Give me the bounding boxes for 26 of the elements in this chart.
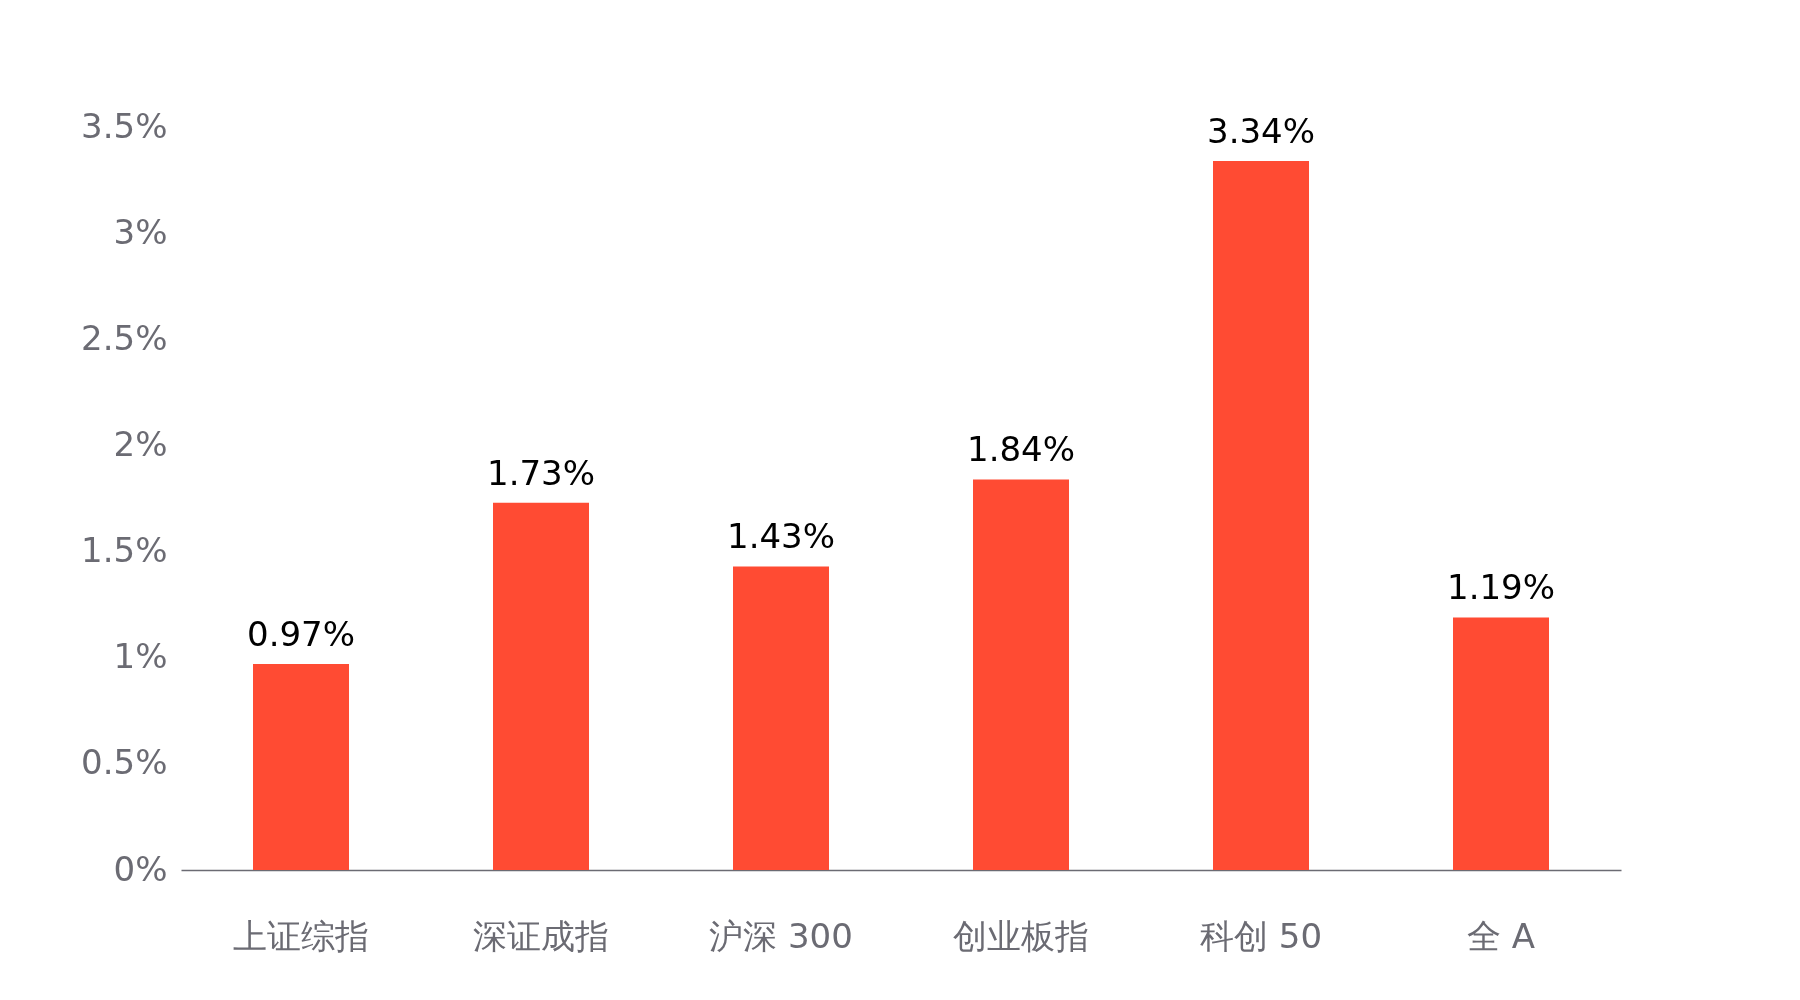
y-tick-label: 0.5% [81, 742, 168, 783]
bar [973, 479, 1069, 870]
x-tick-label: 深证成指 [473, 915, 609, 956]
y-tick-label: 2.5% [81, 317, 168, 358]
x-tick-label: 沪深 300 [709, 915, 853, 956]
data-label: 1.84% [966, 429, 1076, 470]
y-tick-label: 3.5% [81, 105, 168, 146]
x-tick-label: 上证综指 [233, 915, 369, 956]
data-label: 1.19% [1446, 567, 1556, 608]
bar [493, 502, 589, 870]
x-tick-label: 全 A [1466, 915, 1536, 956]
x-tick-label: 创业板指 [953, 915, 1089, 956]
data-label: 1.43% [726, 516, 836, 557]
y-tick-label: 3% [113, 211, 168, 252]
bar [253, 664, 349, 870]
bar [1453, 617, 1549, 870]
data-label: 1.73% [486, 452, 596, 493]
y-tick-label: 1.5% [81, 530, 168, 571]
data-label: 0.97% [246, 614, 356, 655]
data-label: 3.34% [1206, 110, 1316, 151]
bar [733, 566, 829, 870]
y-tick-label: 1% [113, 636, 168, 677]
bar [1213, 160, 1309, 870]
y-tick-label: 2% [113, 423, 168, 464]
y-tick-label: 0% [113, 848, 168, 889]
x-tick-label: 科创 50 [1199, 915, 1323, 956]
